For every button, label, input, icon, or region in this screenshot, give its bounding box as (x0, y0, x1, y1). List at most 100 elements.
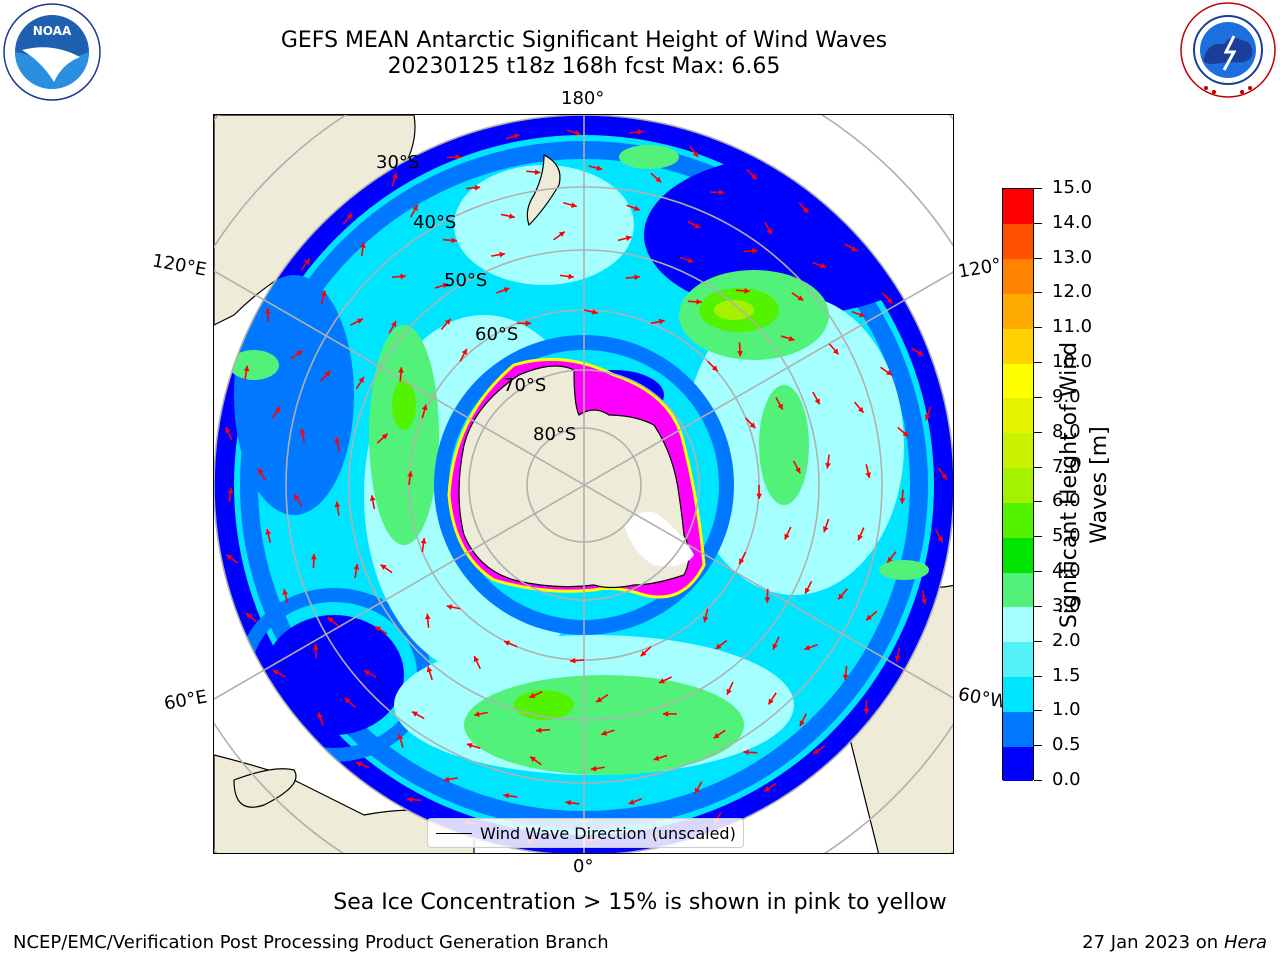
colorbar-segment (1003, 537, 1033, 573)
colorbar-tick (1034, 362, 1042, 364)
wave-direction-arrowhead (344, 697, 351, 704)
wave-direction-arrowhead (739, 558, 745, 565)
wave-direction-arrowhead (558, 231, 565, 238)
wave-direction-arrowhead (695, 787, 701, 794)
colorbar-segment (1003, 223, 1033, 260)
wave-direction-arrowhead (407, 796, 413, 803)
wave-direction-arrowhead (320, 290, 327, 297)
wave-direction-arrowhead (711, 365, 718, 372)
colorbar-tick-label: 5.0 (1052, 525, 1081, 547)
wave-direction-arrowhead (504, 640, 511, 646)
wave-direction-arrowhead (887, 556, 893, 563)
legend-line-swatch (436, 832, 472, 834)
wave-direction-arrowhead (921, 598, 927, 605)
wave-direction-arrowhead (658, 318, 665, 325)
sea-ice-note: Sea Ice Concentration > 15% is shown in … (333, 890, 947, 915)
wave-direction-arrowhead (655, 176, 662, 183)
colorbar-tick-label: 15.0 (1052, 177, 1093, 198)
wave-direction-arrowhead (788, 335, 795, 342)
colorbar-segment (1003, 606, 1033, 643)
wave-direction-arrowhead (455, 154, 461, 161)
colorbar-segment (1003, 676, 1033, 712)
colorbar-tick (1034, 640, 1042, 642)
lat-label-70s: 70°S (503, 375, 547, 396)
nws-logo (1178, 0, 1278, 100)
wave-direction-arrowhead (473, 656, 480, 663)
wave-direction-arrowhead (574, 130, 581, 136)
wave-direction-arrowhead (640, 650, 647, 657)
colorbar-tick (1034, 571, 1042, 573)
colorbar-tick (1034, 501, 1042, 503)
wave-direction-arrowhead (412, 711, 419, 717)
wave-direction-arrowhead (530, 756, 536, 762)
wave-direction-arrowhead (346, 213, 353, 220)
colorbar-segment (1003, 328, 1033, 364)
wave-direction-arrowhead (768, 698, 774, 705)
wave-direction-arrowhead (749, 422, 756, 429)
wave-direction-arrowhead (503, 792, 509, 799)
wave-direction-arrowhead (653, 755, 660, 761)
wave-direction-arrowhead (822, 526, 829, 533)
footer-left: NCEP/EMC/Verification Post Processing Pr… (13, 932, 609, 953)
wave-direction-arrowhead (662, 711, 669, 717)
colorbar-segment (1003, 432, 1033, 469)
wave-direction-arrowhead (752, 247, 758, 254)
wave-direction-arrowhead (899, 498, 906, 504)
wave-direction-arrowhead (743, 749, 749, 756)
wave-direction-arrowhead (772, 643, 778, 650)
wave-direction-arrowhead (696, 298, 702, 305)
wave-direction-arrowhead (503, 287, 510, 293)
colorbar-tick (1034, 188, 1042, 189)
wave-direction-arrowhead (838, 593, 844, 600)
wind-wave-arrows (225, 129, 948, 845)
wave-direction-arrowhead (400, 273, 406, 280)
colorbar-segment (1003, 572, 1033, 608)
colorbar-tick (1034, 257, 1042, 259)
colorbar-tick-label: 1.0 (1052, 699, 1081, 721)
wave-direction-arrowhead (299, 428, 306, 435)
wave-direction-arrowhead (296, 350, 303, 356)
legend-label: Wind Wave Direction (unscaled) (480, 823, 736, 843)
map-panel (213, 114, 954, 854)
wave-direction-arrowhead (894, 655, 901, 662)
wave-direction-arrowhead (766, 228, 772, 235)
colorbar-tick (1034, 780, 1042, 781)
wave-direction-arrowhead (692, 151, 699, 158)
colorbar-tick (1034, 536, 1042, 538)
wave-direction-arrowhead (726, 688, 732, 695)
wave-direction-arrowhead (941, 473, 947, 480)
colorbar-tick-label: 13.0 (1052, 246, 1093, 268)
colorbar-segment (1003, 641, 1033, 678)
wave-direction-arrowhead (513, 133, 520, 139)
wave-direction-arrowhead (917, 350, 924, 356)
wave-direction-arrowhead (324, 370, 331, 377)
lon-label-180: 180° (561, 88, 605, 109)
chart-subtitle: 20230125 t18z 168h fcst Max: 6.65 (387, 54, 781, 79)
wave-direction-arrowhead (601, 730, 608, 736)
lat-label-40s: 40°S (413, 212, 457, 233)
colorbar-label: Significant Height of Wind Waves [m] (1057, 341, 1112, 629)
wave-direction-arrowhead (805, 587, 811, 594)
wave-direction-arrowhead (227, 487, 234, 494)
colorbar-segment (1003, 397, 1033, 434)
wave-direction-arrowhead (442, 282, 449, 289)
colorbar-tick-label: 9.0 (1052, 385, 1081, 407)
wave-direction-arrowhead (391, 321, 397, 328)
wave-direction-arrowhead (265, 529, 272, 535)
colorbar (1002, 188, 1034, 782)
wave-direction-arrowhead (825, 462, 831, 469)
wave-direction-arrowhead (529, 692, 536, 699)
wave-direction-arrowhead (756, 493, 762, 499)
wave-direction-arrowhead (424, 613, 431, 620)
wave-direction-arrowhead (859, 311, 865, 318)
wave-direction-arrowhead (282, 589, 289, 596)
wave-direction-arrowhead (802, 207, 809, 214)
wave-direction-arrowhead (274, 406, 281, 413)
wave-direction-arrowhead (369, 495, 376, 502)
wave-direction-arrowhead (842, 674, 849, 681)
wave-direction-arrowhead (375, 626, 382, 632)
wave-direction-arrowhead (565, 799, 572, 806)
wave-direction-arrowhead (272, 670, 279, 676)
lat-label-60s: 60°S (475, 324, 519, 345)
wave-direction-arrowhead (777, 403, 783, 410)
